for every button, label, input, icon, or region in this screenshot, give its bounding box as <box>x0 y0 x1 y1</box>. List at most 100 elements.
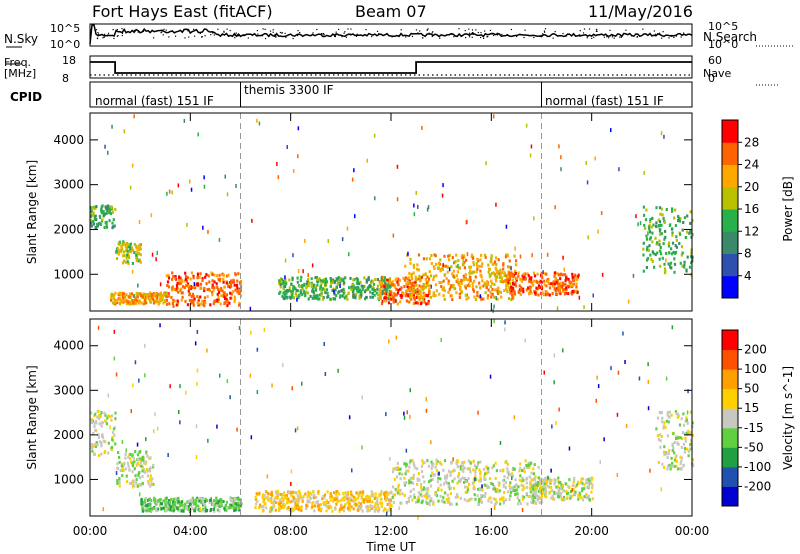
velocity-cell <box>446 497 449 501</box>
power-cell <box>290 290 293 294</box>
velocity-cell <box>491 487 495 491</box>
power-cell <box>330 278 333 282</box>
power-cell <box>479 258 482 262</box>
velocity-cell <box>361 499 364 503</box>
velocity-cell <box>420 464 424 468</box>
power-cell <box>669 264 672 268</box>
power-cell <box>442 279 445 283</box>
velocity-cell <box>493 319 495 324</box>
velocity-cell <box>430 460 433 464</box>
power-cell <box>198 275 201 279</box>
velocity-cell <box>282 498 285 502</box>
freq-label: Freq. <box>4 56 32 69</box>
velocity-cell <box>173 502 176 506</box>
velocity-cell <box>152 507 156 510</box>
velocity-cell <box>212 502 215 506</box>
velocity-cell <box>494 498 497 502</box>
velocity-cell <box>359 505 362 508</box>
power-cell <box>689 221 692 225</box>
y-tick-label: 2000 <box>53 428 84 442</box>
power-cell <box>476 294 479 298</box>
power-cell <box>578 295 581 300</box>
power-cell <box>351 290 355 294</box>
power-cell <box>94 206 97 210</box>
power-cell <box>354 296 357 300</box>
power-colorbar-segment <box>722 231 738 254</box>
velocity-cell <box>121 467 124 471</box>
velocity-cell <box>478 487 482 491</box>
power-cell <box>417 268 420 272</box>
nsearch-point <box>323 34 325 36</box>
power-cell <box>424 293 427 297</box>
velocity-cell <box>582 498 585 502</box>
velocity-cell <box>420 489 423 492</box>
power-cell <box>213 280 216 284</box>
power-cell <box>123 259 126 263</box>
velocity-cell <box>411 476 414 480</box>
power-cell <box>184 277 187 281</box>
velocity-cell <box>131 481 134 485</box>
velocity-cell <box>294 497 297 501</box>
velocity-cell <box>659 439 662 443</box>
velocity-cell <box>331 509 334 513</box>
power-cell <box>664 269 667 273</box>
nsearch-point <box>223 31 225 33</box>
power-cell <box>548 282 551 286</box>
velocity-cell <box>138 471 141 475</box>
nsearch-point <box>675 35 678 37</box>
power-cell <box>656 251 659 255</box>
velocity-cell <box>323 496 326 500</box>
power-cell <box>435 289 438 293</box>
power-cell <box>344 295 347 299</box>
velocity-cell <box>436 494 439 498</box>
power-cell <box>412 293 415 297</box>
power-cell <box>174 277 177 280</box>
power-cell <box>236 279 239 283</box>
nsearch-point <box>636 35 638 38</box>
power-cell <box>159 291 162 295</box>
power-cell <box>134 301 138 305</box>
power-cell <box>643 223 646 227</box>
velocity-cell <box>336 499 339 503</box>
velocity-cell <box>548 478 551 481</box>
velocity-cell <box>238 506 241 510</box>
power-cell <box>322 280 325 284</box>
velocity-cell <box>681 431 684 435</box>
velocity-cell <box>149 507 152 511</box>
power-cell <box>221 289 224 293</box>
power-cell <box>408 300 411 304</box>
power-cell <box>203 296 206 300</box>
velocity-cell <box>532 492 535 496</box>
velocity-cell <box>673 458 677 462</box>
power-cell <box>518 291 521 295</box>
velocity-cell <box>442 496 445 500</box>
power-cell <box>187 282 190 286</box>
velocity-colorbar-tick-label: 100 <box>744 362 767 376</box>
power-cell <box>374 278 377 282</box>
velocity-cell <box>492 497 495 501</box>
velocity-cell <box>179 420 181 425</box>
power-cell <box>369 290 372 294</box>
power-cell <box>689 231 692 235</box>
power-cell <box>363 284 366 288</box>
velocity-cell <box>385 494 388 498</box>
velocity-cell <box>553 497 556 501</box>
power-cell <box>224 301 227 305</box>
velocity-cell <box>105 422 109 426</box>
power-cell <box>573 279 576 282</box>
velocity-cell <box>397 485 400 489</box>
power-cell <box>523 275 526 279</box>
velocity-cell <box>256 347 259 352</box>
velocity-cell <box>499 497 502 501</box>
power-cell <box>506 283 509 287</box>
velocity-cell <box>469 470 472 474</box>
power-cell <box>224 295 227 299</box>
y-tick-label: 2000 <box>53 222 84 236</box>
velocity-cell <box>161 499 164 503</box>
power-cell <box>452 275 455 278</box>
power-cell <box>90 210 93 214</box>
power-cell <box>469 275 472 279</box>
power-cell <box>456 270 459 274</box>
power-cell <box>415 190 417 195</box>
velocity-cell <box>434 491 437 495</box>
